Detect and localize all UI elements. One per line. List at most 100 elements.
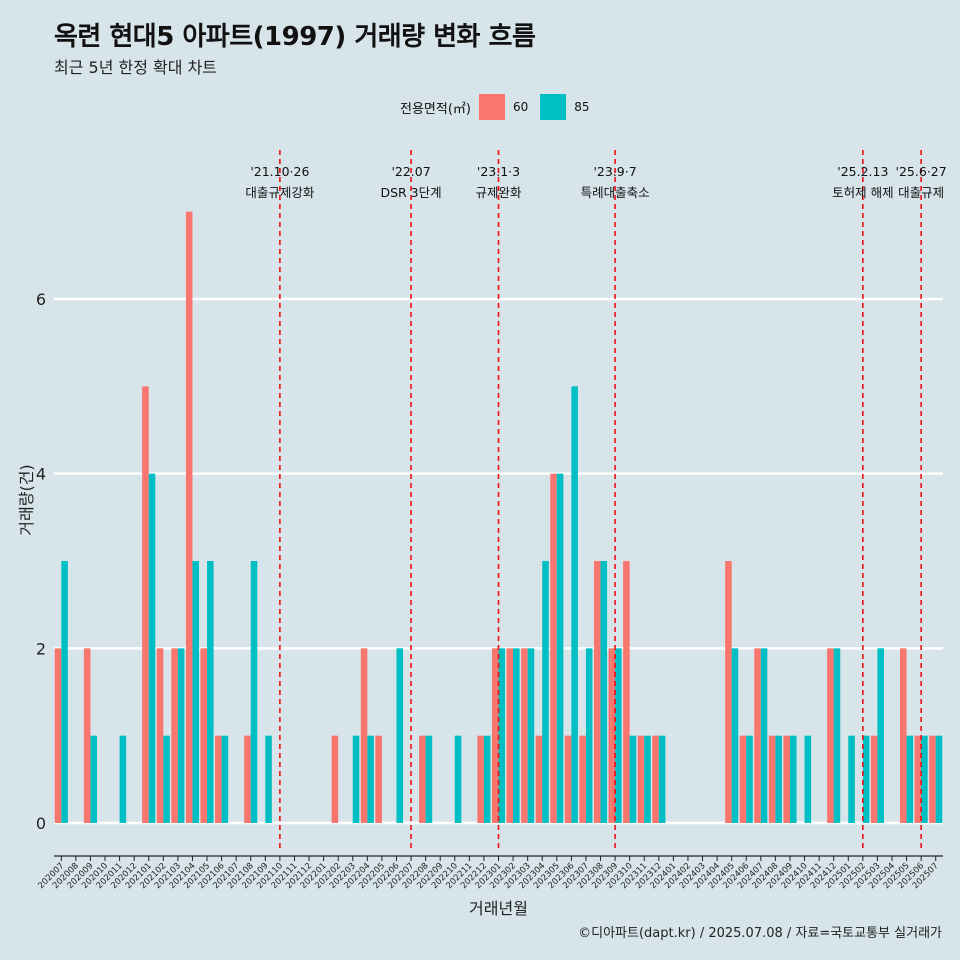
bar-85-202103 <box>177 648 185 823</box>
legend-key-60 <box>478 94 505 120</box>
bar-60-202204 <box>360 648 368 823</box>
bar-60-202301 <box>491 648 499 823</box>
legend-key-85 <box>540 94 567 120</box>
bar-60-202408 <box>768 735 776 823</box>
bar-85-202310 <box>629 735 637 823</box>
event-date-label: '23.1·3 <box>477 164 520 179</box>
bar-85-202410 <box>804 735 812 823</box>
bar-60-202409 <box>783 735 790 823</box>
bar-85-202412 <box>833 648 841 823</box>
bar-85-202007 <box>61 561 68 823</box>
bar-60-202205 <box>375 735 382 823</box>
bar-85-202507 <box>935 735 943 823</box>
bar-60-202303 <box>521 648 528 823</box>
event-date-label: '23.9·7 <box>593 164 636 179</box>
event-label: 규제완화 <box>475 185 522 200</box>
bar-85-202505 <box>906 735 914 823</box>
x-axis-title: 거래년월 <box>469 899 528 918</box>
bar-60-202503 <box>870 735 878 823</box>
bar-85-202301 <box>498 648 506 823</box>
bar-60-202305 <box>550 473 557 823</box>
y-tick-label: 0 <box>36 814 46 833</box>
bar-60-202208 <box>419 735 426 823</box>
bar-85-202105 <box>207 561 214 823</box>
bar-85-202011 <box>119 735 127 823</box>
bar-85-202108 <box>250 561 258 823</box>
event-label: 특례대출축소 <box>581 185 650 200</box>
y-tick-label: 2 <box>36 639 46 658</box>
bar-85-202304 <box>542 561 549 823</box>
bar-60-202306 <box>564 735 572 823</box>
bar-85-202309 <box>615 648 622 823</box>
bar-85-202409 <box>789 735 797 823</box>
legend-label-85: 85 <box>574 100 590 114</box>
bar-85-202501 <box>848 735 855 823</box>
y-tick-label: 4 <box>36 465 46 484</box>
bar-60-202311 <box>637 735 645 823</box>
caption: ©디아파트(dapt.kr) / 2025.07.08 / 자료=국토교통부 실… <box>578 926 942 941</box>
event-label: 토허제 해제 <box>832 185 893 200</box>
y-axis-title: 거래량(건) <box>17 464 36 535</box>
bar-60-202202 <box>331 735 339 823</box>
bar-85-202502 <box>862 735 870 823</box>
bar-85-202405 <box>731 648 739 823</box>
bar-85-202210 <box>454 735 462 823</box>
bar-85-202406 <box>746 735 753 823</box>
bar-60-202407 <box>754 648 761 823</box>
chart-title: 옥련 현대5 아파트(1997) 거래량 변화 흐름 <box>54 22 536 52</box>
bar-85-202407 <box>760 648 768 823</box>
bar-85-202306 <box>571 386 578 823</box>
bar-60-202212 <box>477 735 484 823</box>
bar-60-202308 <box>593 561 601 823</box>
y-tick-label: 6 <box>36 290 46 309</box>
bar-60-202108 <box>244 735 251 823</box>
legend-label-60: 60 <box>512 100 529 114</box>
bar-85-202106 <box>221 735 229 823</box>
event-date-label: '25.6·27 <box>896 164 947 179</box>
bar-60-202505 <box>900 648 907 823</box>
bar-60-202304 <box>535 735 543 823</box>
bar-60-202009 <box>83 648 91 823</box>
bar-60-202405 <box>725 561 732 823</box>
event-label: 대출규제강화 <box>245 185 315 200</box>
bar-85-202311 <box>644 735 651 823</box>
bar-60-202309 <box>608 648 616 823</box>
bar-85-202302 <box>513 648 520 823</box>
bar-60-202302 <box>506 648 514 823</box>
bar-85-202503 <box>877 648 884 823</box>
bar-60-202103 <box>171 648 178 823</box>
bar-85-202408 <box>775 735 782 823</box>
legend-title: 전용면적(㎡) <box>400 101 471 117</box>
bar-60-202106 <box>215 735 222 823</box>
bar-85-202204 <box>367 735 374 823</box>
bar-85-202307 <box>585 648 593 823</box>
bar-60-202105 <box>200 648 208 823</box>
bar-85-202305 <box>556 473 564 823</box>
bar-60-202101 <box>142 386 149 823</box>
event-date-label: '21.10·26 <box>250 164 309 179</box>
bar-85-202303 <box>527 648 535 823</box>
event-label: DSR 3단계 <box>380 185 441 200</box>
bar-60-202312 <box>652 735 659 823</box>
bar-85-202109 <box>265 735 272 823</box>
legend: 전용면적(㎡) 60 85 <box>400 92 602 122</box>
bar-85-202208 <box>425 735 433 823</box>
bar-85-202104 <box>192 561 200 823</box>
bar-85-202506 <box>921 735 928 823</box>
bar-60-202406 <box>739 735 747 823</box>
bar-85-202212 <box>483 735 491 823</box>
bar-60-202506 <box>914 735 922 823</box>
bar-85-202203 <box>352 735 360 823</box>
bar-60-202507 <box>929 735 936 823</box>
bar-85-202308 <box>600 561 608 823</box>
bar-60-202007 <box>54 648 62 823</box>
bar-60-202310 <box>623 561 630 823</box>
bar-60-202104 <box>185 211 193 823</box>
bar-85-202312 <box>658 735 666 823</box>
bar-85-202101 <box>148 473 156 823</box>
chart-subtitle: 최근 5년 한정 확대 차트 <box>54 58 218 77</box>
bar-60-202307 <box>579 735 586 823</box>
bar-60-202102 <box>156 648 164 823</box>
event-date-label: '22.07 <box>391 164 430 179</box>
